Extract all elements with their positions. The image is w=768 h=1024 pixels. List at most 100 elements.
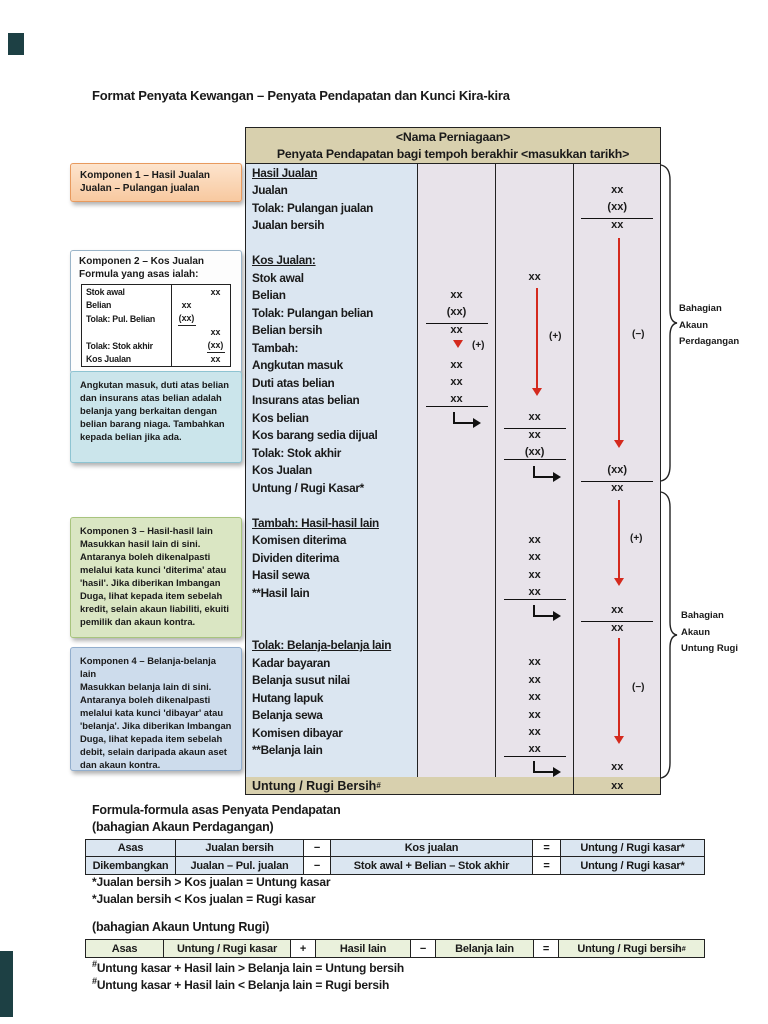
statement-row: Belian bersih xx (246, 321, 660, 339)
amount: xx (528, 411, 541, 424)
carry-arrow-belanja-lain (533, 761, 561, 777)
statement-row: Tolak: Belanja-belanja lain (246, 636, 660, 654)
net-profit-row: Untung / Rugi Bersih # xx (246, 776, 660, 794)
profit-note-2: #Untung kasar + Hasil lain < Belanja lai… (92, 976, 390, 992)
statement-row: Belanja susut nilai xx (246, 671, 660, 689)
amount: xx (503, 586, 566, 600)
amount: xx (528, 551, 541, 564)
statement-row: **Belanja lain xx (246, 741, 660, 759)
trading-note-2: *Jualan bersih < Kos jualan = Rugi kasar (92, 892, 316, 906)
amount: (xx) (503, 446, 566, 460)
net-profit-label: Untung / Rugi Bersih (252, 778, 377, 793)
callout-note-text: Angkutan masuk, duti atas belian dan ins… (80, 379, 229, 442)
amount: (xx) (446, 306, 467, 319)
formula-table-trading: Asas Jualan bersih − Kos jualan = Untung… (85, 839, 705, 875)
amount: xx (581, 620, 654, 635)
statement-row: Kos barang sedia dijual xx (246, 426, 660, 444)
statement-row: Kos Jualan (xx) (246, 461, 660, 479)
amount: xx (528, 708, 541, 721)
statement-title: Penyata Pendapatan bagi tempoh berakhir … (276, 146, 630, 161)
amount: xx (528, 533, 541, 546)
callout-komponen-1: Komponen 1 – Hasil Jualan Jualan – Pulan… (70, 163, 242, 202)
statement-row: Tambah: (246, 339, 660, 357)
op-equals: = (533, 840, 561, 857)
carry-arrow-kos-belian (453, 412, 481, 428)
statement-row: xx (246, 619, 660, 637)
business-name-placeholder: <Nama Perniagaan> (395, 130, 511, 144)
red-flow-arrow-gross-profit (614, 500, 624, 586)
amount: xx (581, 480, 654, 495)
red-flow-arrow-net-sales (614, 238, 624, 448)
statement-row: Tolak: Stok akhir (xx) (246, 444, 660, 462)
amount: xx (528, 691, 541, 704)
statement-row: Hasil Jualan (246, 164, 660, 182)
red-flow-arrow-other-expenses (614, 638, 624, 744)
amount: xx (528, 568, 541, 581)
amount: xx (528, 673, 541, 686)
amount: xx (528, 726, 541, 739)
op-plus-income: (+) (630, 533, 643, 544)
statement-row: Dividen diterima xx (246, 549, 660, 567)
statement-row: Stok awal xx (246, 269, 660, 287)
callout-formula: Jualan – Pulangan jualan (80, 183, 200, 194)
statement-row: Duti atas belian xx (246, 374, 660, 392)
net-profit-sup: # (376, 781, 381, 790)
statement-row: Kadar bayaran xx (246, 654, 660, 672)
amount: (xx) (607, 201, 627, 214)
label-bahagian-akaun-perdagangan: Bahagian Akaun Perdagangan (679, 303, 740, 347)
formula-row-asas: Asas Jualan bersih − Kos jualan = Untung… (86, 840, 704, 857)
amount: (xx) (607, 463, 627, 476)
label-bahagian-akaun-untung-rugi: Bahagian Akaun Untung Rugi (681, 610, 738, 654)
red-flow-arrow-opening-stock (532, 288, 542, 396)
callout-subtitle: Formula yang asas ialah: (79, 268, 199, 280)
statement-row: Tolak: Pulangan belian (xx) (246, 304, 660, 322)
carry-arrow-hasil-lain (533, 605, 561, 621)
statement-row: Insurans atas belian xx (246, 391, 660, 409)
callout-komponen-2-note: Angkutan masuk, duti atas belian dan ins… (70, 371, 242, 463)
scan-artifact-bottom (0, 951, 13, 1017)
amount: xx (425, 323, 488, 337)
formula-row-asas: Asas Untung / Rugi kasar + Hasil lain − … (86, 940, 704, 957)
callout-title: Komponen 2 – Kos Jualan (79, 256, 205, 267)
amount: xx (450, 288, 463, 301)
callout-komponen-2: Komponen 2 – Kos Jualan Formula yang asa… (70, 250, 242, 373)
statement-row: **Hasil lain xx (246, 584, 660, 602)
callout-title: Komponen 3 – Hasil-hasil lain (80, 525, 213, 536)
formula-table-profit: Asas Untung / Rugi kasar + Hasil lain − … (85, 939, 705, 958)
document-title: Format Penyata Kewangan – Penyata Pendap… (92, 88, 510, 103)
amount: xx (611, 761, 624, 774)
statement-row: Untung / Rugi Kasar* xx (246, 479, 660, 497)
statement-row: Angkutan masuk xx (246, 356, 660, 374)
statement-row: Tambah: Hasil-hasil lain (246, 514, 660, 532)
callout-title: Komponen 1 – Hasil Jualan (80, 170, 211, 181)
brace-profit-loss-section (660, 491, 678, 779)
row-label: Hasil Jualan (252, 165, 318, 180)
statement-row: xx (246, 601, 660, 619)
amount: xx (611, 603, 624, 616)
profit-note-1: #Untung kasar + Hasil lain > Belanja lai… (92, 959, 405, 975)
op-minus-expenses: (−) (632, 682, 645, 693)
amount: xx (503, 428, 566, 442)
op-equals: = (534, 940, 559, 957)
op-minus: − (304, 840, 331, 857)
amount: xx (611, 183, 624, 196)
statement-row: Jualan bersih xx (246, 216, 660, 234)
statement-body: Hasil Jualan Jualan xx Tolak: Pulangan ju… (246, 164, 660, 777)
statement-row: Tolak: Pulangan jualan (xx) (246, 199, 660, 217)
amount: xx (503, 743, 566, 758)
statement-row: Hutang lapuk xx (246, 689, 660, 707)
statement-row: Komisen dibayar xx (246, 724, 660, 742)
amount: xx (450, 358, 463, 371)
amount: xx (425, 393, 488, 408)
formula-row-dikembangkan: Dikembangkan Jualan – Pul. jualan − Stok… (86, 857, 704, 874)
carry-arrow-kos-jualan (533, 466, 561, 482)
amount: xx (581, 218, 654, 232)
formulas-sub-trading: (bahagian Akaun Perdagangan) (92, 820, 274, 834)
statement-row: Belanja sewa xx (246, 706, 660, 724)
formulas-heading: Formula-formula asas Penyata Pendapatan (92, 803, 341, 817)
statement-row: xx (246, 759, 660, 777)
callout-title: Komponen 4 – Belanja-belanja lain (80, 655, 216, 679)
op-minus-cost: (−) (632, 329, 645, 340)
statement-row: Kos belian xx (246, 409, 660, 427)
op-plus: + (291, 940, 316, 957)
